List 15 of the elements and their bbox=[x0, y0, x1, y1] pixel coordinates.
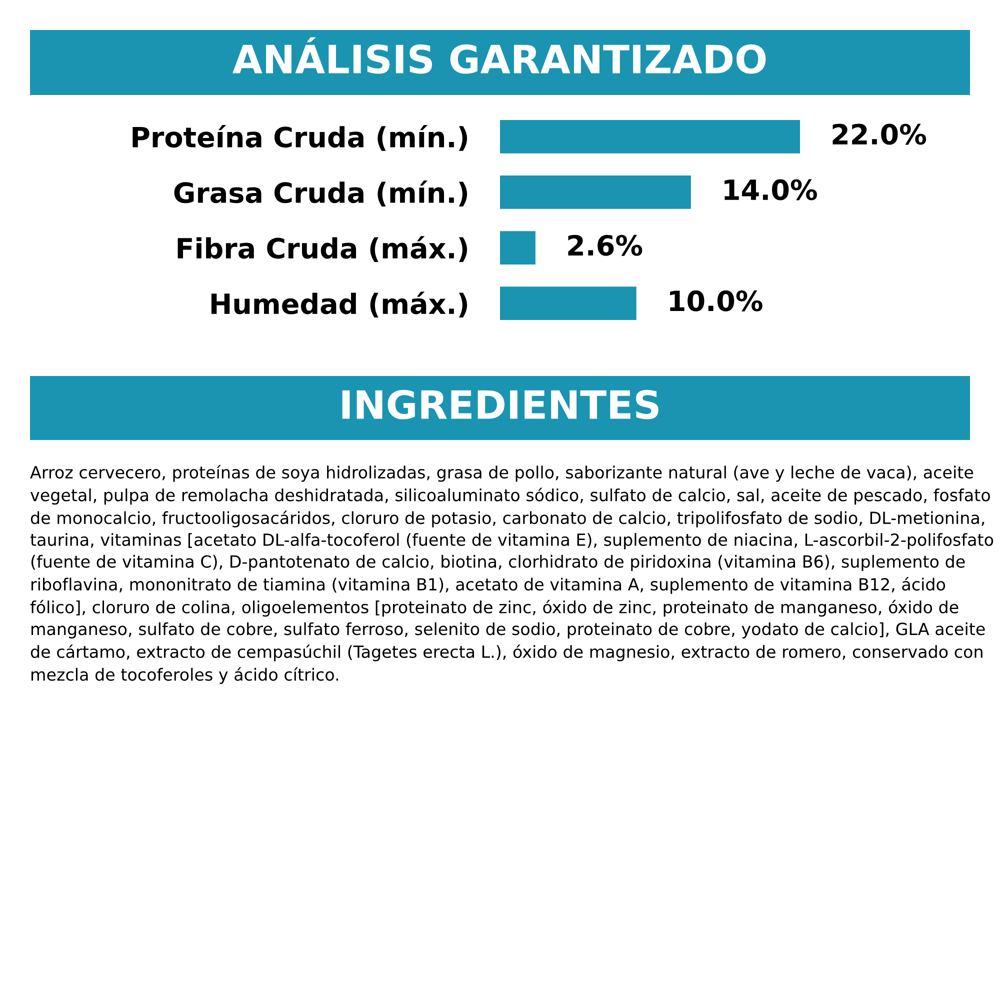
y-tick-label: Humedad (máx.) bbox=[211, 292, 468, 318]
data-label: 10.0% bbox=[670, 290, 762, 312]
chart-title: ANÁLISIS GARANTIZADO bbox=[232, 37, 766, 74]
bar bbox=[500, 231, 536, 264]
data-label: 2.6% bbox=[568, 234, 642, 256]
bar bbox=[500, 120, 800, 154]
data-label: 14.0% bbox=[724, 179, 817, 200]
y-tick-label: Proteína Cruda (mín.) bbox=[132, 125, 468, 151]
y-tick-label: Fibra Cruda (máx.) bbox=[178, 236, 468, 262]
bar bbox=[500, 176, 691, 209]
bar bbox=[500, 286, 636, 320]
text: INGREDIENTES bbox=[342, 390, 658, 420]
text: Arroz cervecero, proteínas de soya hidrolizadas, grasa de pollo, saborizante natural (ave y leche de vaca), aceite vegetal, pulpa de remolacha deshidratada, silicoaluminato sódico, sulfato de calcio, sal, aceite de pescado, fosfato de monocalcio, fructooligosacáridos, cloruro de potasio, carbonato de calcio, tripolifosfato de sodio, DL-metionina, taurina, vitaminas [acetato DL-alfa-tocoferol (fuente de vitamina E), suplemento de niacina, L-ascorbil-2-polifosfato (fuente de vitamina C), D-pantotenato de calcio, biotina, clorhidrato de piridoxina (vitamina B6), suplemento de riboflavina, mononitrato de tiamina (vitamina B1), acetato de vitamina A, suplemento de vitamina B12, ácido fólico], cloruro de colina, oligoelementos [proteinato de zinc, óxido de zinc, proteinato de manganeso, óxido de manganeso, sulfato de cobre, sulfato ferroso, selenito de sodio, proteinato de cobre, yodato de calcio], GLA aceite de cártamo, extracto de cempasúchil (Tagetes erecta L.), óxido de magnesio, extracto de romero, conservado con mezcla de tocoferoles y ácido cítrico. bbox=[30, 465, 994, 684]
data-label: 22.0% bbox=[832, 124, 926, 145]
y-tick-label: Grasa Cruda (mín.) bbox=[174, 180, 468, 206]
